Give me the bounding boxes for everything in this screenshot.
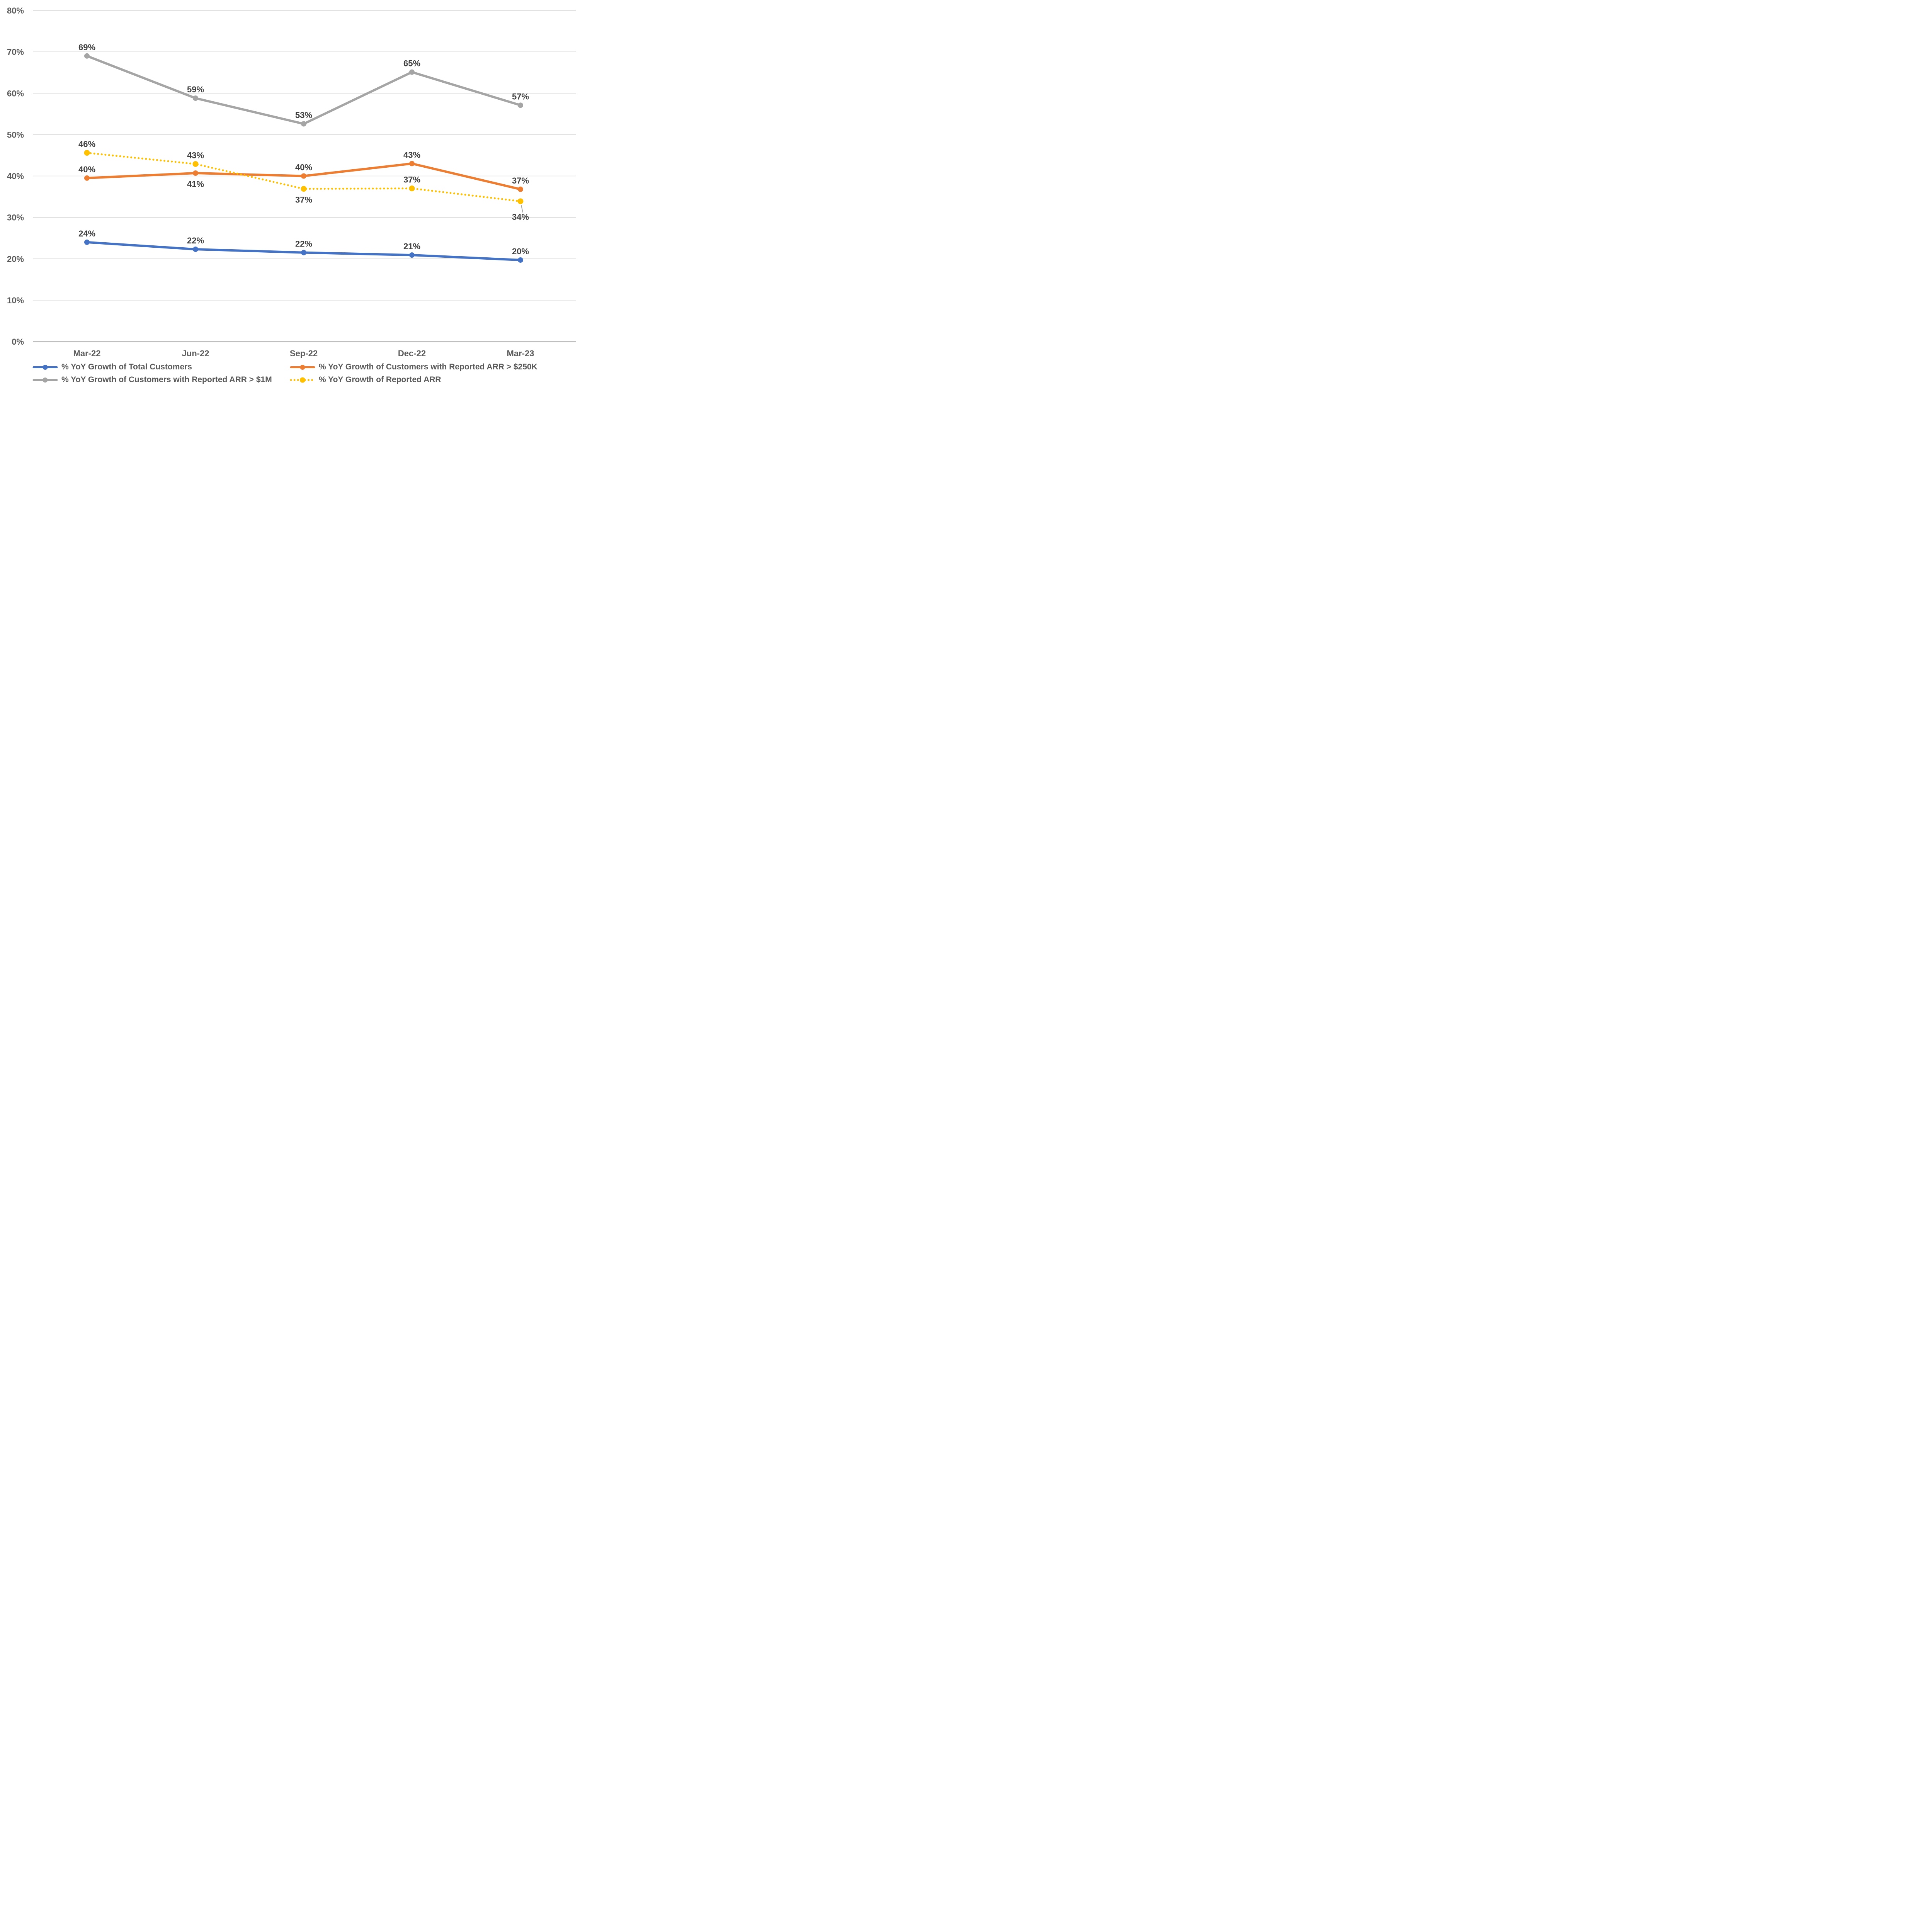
- y-axis-tick-label: 80%: [7, 6, 24, 15]
- chart-legend: % YoY Growth of Total Customers % YoY Gro…: [32, 362, 573, 384]
- x-axis-label: Mar-23: [507, 349, 534, 358]
- data-label: 46%: [78, 139, 95, 149]
- x-axis-label: Dec-22: [398, 349, 426, 358]
- data-point-marker: [84, 150, 90, 156]
- series-4: 46% 43% 37% 37% 34%: [78, 139, 529, 222]
- data-label: 21%: [403, 242, 420, 251]
- line-chart: 80% 70% 60% 50% 40% 30% 20% 10% 0% Mar-22 Jun-22 Se…: [0, 0, 578, 396]
- legend-item-series-2: % YoY Growth of Customers with Reported …: [290, 362, 573, 372]
- x-axis-label: Mar-22: [73, 349, 101, 358]
- data-label: 43%: [403, 150, 420, 160]
- x-axis-label: Sep-22: [290, 349, 318, 358]
- legend-item-series-1: % YoY Growth of Total Customers: [32, 362, 290, 372]
- legend-line-marker-icon: [32, 364, 58, 370]
- data-point-marker: [409, 185, 415, 192]
- y-axis-tick-label: 40%: [7, 172, 24, 181]
- data-point-marker: [193, 95, 198, 101]
- data-point-marker: [409, 69, 415, 75]
- data-label: 22%: [187, 236, 204, 245]
- data-point-marker: [301, 186, 307, 192]
- data-point-marker: [301, 250, 306, 255]
- series-2: 40% 41% 40% 43% 37%: [78, 150, 529, 192]
- data-label: 37%: [512, 176, 529, 185]
- legend-item-label: % YoY Growth of Customers with Reported …: [319, 362, 537, 371]
- data-point-marker: [517, 198, 524, 204]
- data-point-marker: [193, 170, 198, 176]
- y-axis-tick-label: 60%: [7, 88, 24, 98]
- data-label: 34%: [512, 212, 529, 222]
- data-point-marker: [409, 252, 415, 258]
- series-1: 24% 22% 22% 21% 20%: [78, 229, 529, 263]
- y-axis-tick-label: 70%: [7, 47, 24, 57]
- y-axis-tick-label: 20%: [7, 254, 24, 264]
- plot-area: 80% 70% 60% 50% 40% 30% 20% 10% 0% Mar-22 Jun-22 Se…: [7, 6, 576, 358]
- data-point-marker: [84, 239, 90, 245]
- data-point-marker: [193, 247, 198, 252]
- legend-item-label: % YoY Growth of Reported ARR: [319, 375, 441, 384]
- data-label: 59%: [187, 85, 204, 94]
- y-axis-tick-label: 30%: [7, 213, 24, 223]
- legend-item-series-3: % YoY Growth of Customers with Reported …: [32, 375, 290, 384]
- y-axis-tick-label: 10%: [7, 296, 24, 305]
- data-point-marker: [301, 173, 306, 179]
- data-label: 20%: [512, 247, 529, 256]
- data-point-marker: [518, 257, 523, 263]
- data-label: 40%: [78, 165, 95, 174]
- legend-item-label: % YoY Growth of Customers with Reported …: [61, 375, 272, 384]
- data-label: 65%: [403, 59, 420, 68]
- series-3: 69% 59% 53% 65% 57%: [78, 43, 529, 127]
- x-axis-label: Jun-22: [182, 349, 209, 358]
- data-label: 69%: [78, 43, 95, 52]
- data-point-marker: [518, 102, 523, 108]
- data-label: 57%: [512, 92, 529, 101]
- data-point-marker: [84, 53, 90, 59]
- label-leader-line: [521, 205, 523, 213]
- legend-item-series-4: % YoY Growth of Reported ARR: [290, 375, 573, 384]
- data-point-marker: [518, 186, 523, 192]
- legend-line-marker-icon: [290, 364, 315, 370]
- y-axis-tick-label: 50%: [7, 130, 24, 139]
- data-point-marker: [84, 175, 90, 181]
- data-label: 41%: [187, 179, 204, 189]
- data-point-marker: [192, 161, 199, 167]
- data-point-marker: [409, 161, 415, 167]
- legend-item-label: % YoY Growth of Total Customers: [61, 362, 192, 371]
- data-label: 37%: [403, 175, 420, 185]
- data-label: 24%: [78, 229, 95, 238]
- data-label: 22%: [295, 239, 312, 249]
- y-axis-tick-label: 0%: [12, 337, 24, 347]
- data-label: 40%: [295, 163, 312, 172]
- data-label: 37%: [295, 195, 312, 205]
- legend-line-marker-icon: [32, 377, 58, 383]
- data-point-marker: [301, 121, 306, 127]
- legend-dotted-line-marker-icon: [290, 377, 315, 383]
- data-label: 43%: [187, 150, 204, 160]
- data-label: 53%: [295, 111, 312, 120]
